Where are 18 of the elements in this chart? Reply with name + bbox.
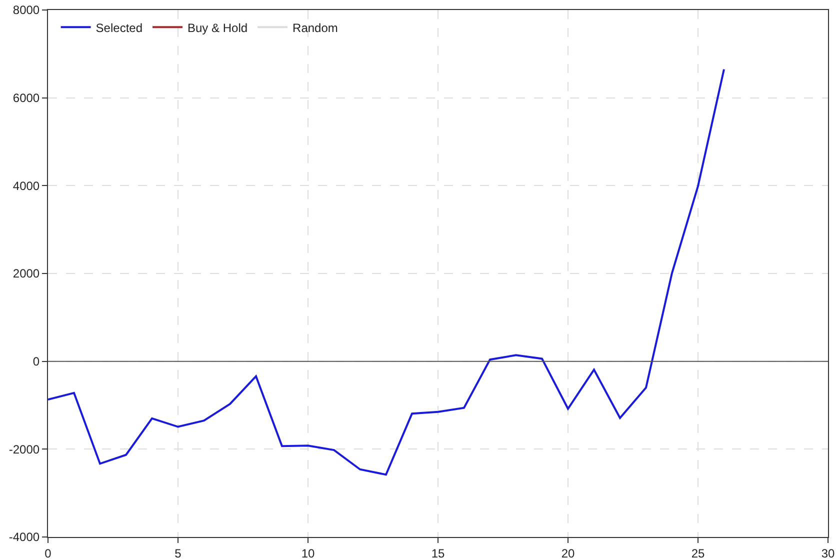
x-tick-label: 0 — [44, 546, 52, 559]
x-tick-label: 10 — [301, 546, 315, 559]
y-tick-label: 6000 — [12, 91, 40, 106]
y-tick-label: 0 — [32, 354, 40, 369]
x-tick-label: 20 — [561, 546, 575, 559]
y-tick-label: -4000 — [8, 530, 40, 544]
x-tick-label: 30 — [821, 546, 835, 559]
x-tick-label: 25 — [691, 546, 705, 559]
y-tick-label: 8000 — [12, 3, 40, 18]
line-series — [48, 68, 725, 476]
y-tick-label: 2000 — [12, 266, 40, 281]
y-tick-label: 4000 — [12, 178, 40, 193]
x-tick-label: 15 — [431, 546, 445, 559]
legend-label: Random — [292, 20, 338, 35]
y-tick-label: -2000 — [8, 442, 40, 456]
x-tick-label: 5 — [174, 546, 182, 559]
legend-label: Selected — [96, 20, 143, 35]
legend-label: Buy & Hold — [188, 20, 248, 35]
